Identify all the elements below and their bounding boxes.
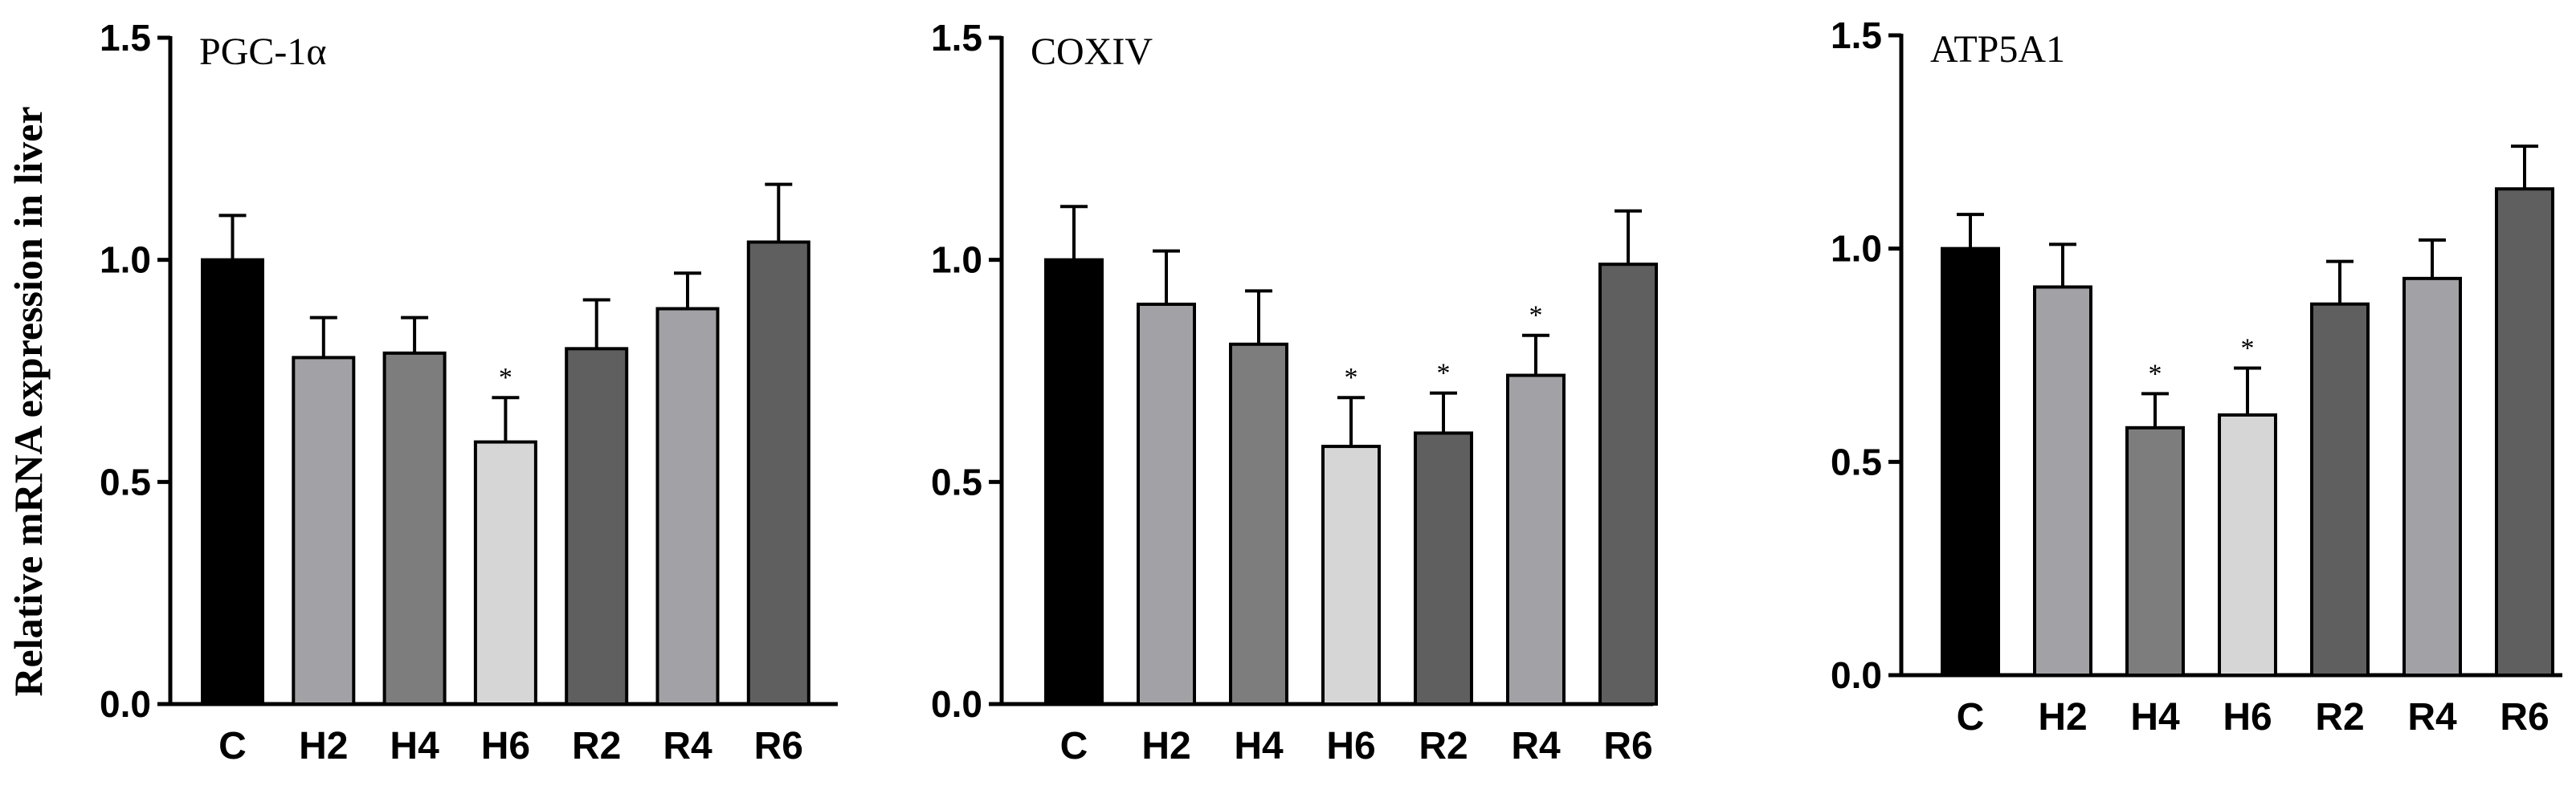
bar-h4 [1229, 342, 1288, 706]
panel-title: COXIV [1031, 31, 1153, 73]
bar-r2 [2310, 302, 2370, 677]
y-tick-label: 1.5 [100, 17, 151, 59]
x-tick-label: H4 [2130, 696, 2180, 739]
y-tick-label: 0.5 [931, 461, 982, 503]
x-tick-label: R2 [2315, 696, 2364, 739]
bar-h2 [1137, 303, 1196, 706]
y-tick-label: 1.0 [100, 239, 151, 281]
x-tick-label: C [1957, 696, 1985, 739]
significance-mark: * [499, 363, 512, 393]
y-tick-label: 0.0 [931, 683, 982, 725]
panel-atp5a1: 0.0 0.5 1.0 1.5 ATP5A1 C H2 * H4 * H6 R2 R4 R6 [1831, 14, 2562, 739]
bar-r4 [1506, 373, 1566, 706]
y-axis-label: Relative mRNA expression in liver [6, 106, 51, 696]
bar-h2 [292, 356, 356, 706]
y-tick-label: 0.5 [100, 461, 151, 503]
x-tick-label: H2 [299, 725, 348, 767]
y-tick-label: 1.5 [931, 17, 982, 59]
bar-r2 [565, 347, 629, 706]
x-tick-label: R2 [1419, 725, 1468, 767]
x-tick-label: H6 [481, 725, 530, 767]
bar-r2 [1414, 431, 1473, 706]
x-tick-label: R6 [2500, 696, 2549, 739]
bar-h6 [473, 440, 537, 706]
x-tick-label: R4 [1511, 725, 1561, 767]
significance-mark: * [1437, 359, 1451, 389]
bar-r6 [2495, 187, 2554, 677]
x-tick-label: R4 [2407, 696, 2457, 739]
x-tick-label: R2 [572, 725, 621, 767]
bar-r6 [1598, 263, 1658, 706]
x-tick-label: H2 [1141, 725, 1190, 767]
panel-pgc1a: 0.0 0.5 1.0 1.5 PGC-1α C H2 H4 * H6 R2 R4 R6 [100, 17, 838, 767]
x-tick-label: H4 [1234, 725, 1284, 767]
bar-c [1044, 258, 1104, 706]
panel-title: ATP5A1 [1930, 28, 2065, 71]
bar-h6 [2218, 413, 2277, 677]
x-tick-label: R6 [1603, 725, 1652, 767]
significance-mark: * [1529, 301, 1543, 331]
x-tick-label: H6 [2223, 696, 2272, 739]
significance-mark: * [1345, 363, 1358, 393]
bar-h4 [2125, 425, 2185, 677]
x-tick-label: C [218, 725, 247, 767]
bar-c [1941, 246, 2000, 677]
panel-coxiv: 0.0 0.5 1.0 1.5 COXIV C H2 H4 * H6 * R2 * R4 R6 [931, 17, 1658, 767]
panel-title: PGC-1α [199, 31, 327, 73]
x-tick-label: C [1060, 725, 1088, 767]
bar-h6 [1321, 445, 1381, 706]
x-tick-label: H2 [2038, 696, 2087, 739]
bar-c [201, 258, 264, 706]
significance-mark: * [2149, 359, 2162, 389]
bar-h2 [2033, 285, 2092, 677]
x-tick-label: R4 [663, 725, 712, 767]
y-tick-label: 1.0 [931, 239, 982, 281]
y-tick-label: 0.5 [1831, 441, 1882, 482]
bar-r4 [2402, 276, 2462, 677]
y-tick-label: 1.0 [1831, 228, 1882, 270]
x-tick-label: H6 [1326, 725, 1375, 767]
significance-mark: * [2241, 333, 2255, 363]
y-tick-label: 0.0 [100, 683, 151, 725]
y-tick-label: 0.0 [1831, 654, 1882, 696]
x-tick-label: R6 [754, 725, 803, 767]
bar-r6 [746, 240, 810, 706]
y-tick-label: 1.5 [1831, 14, 1882, 56]
bar-h4 [382, 351, 447, 706]
bar-r4 [655, 307, 720, 706]
x-tick-label: H4 [390, 725, 439, 767]
